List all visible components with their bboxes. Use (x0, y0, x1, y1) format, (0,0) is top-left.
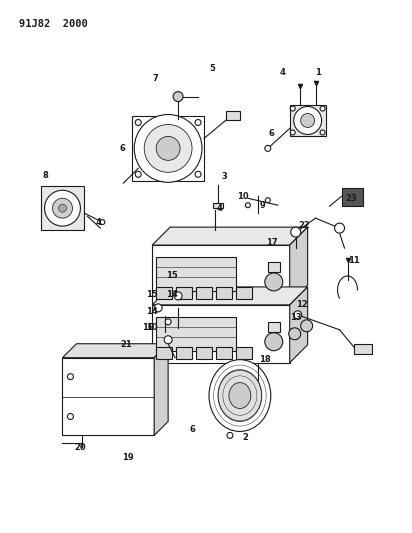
Circle shape (173, 92, 183, 102)
Circle shape (294, 107, 322, 134)
Circle shape (68, 374, 73, 379)
Text: 22: 22 (299, 221, 311, 230)
Circle shape (68, 414, 73, 419)
Circle shape (265, 146, 271, 151)
Circle shape (52, 198, 73, 218)
Circle shape (294, 311, 302, 319)
Text: 16: 16 (142, 324, 154, 332)
Text: 91J82  2000: 91J82 2000 (19, 19, 87, 29)
Text: 14: 14 (146, 308, 158, 317)
Text: 21: 21 (120, 340, 132, 349)
Circle shape (320, 106, 325, 111)
Circle shape (195, 119, 201, 125)
Circle shape (195, 171, 201, 177)
Text: 1: 1 (315, 68, 321, 77)
Circle shape (291, 227, 301, 237)
Bar (63, 358, 154, 435)
Circle shape (134, 115, 202, 182)
Bar (216, 347, 232, 359)
Ellipse shape (218, 370, 262, 422)
Text: 4: 4 (96, 217, 101, 227)
Circle shape (156, 136, 180, 160)
Text: 17: 17 (266, 238, 278, 247)
Circle shape (174, 292, 182, 300)
Bar (342, 188, 363, 206)
Text: 6: 6 (119, 144, 125, 153)
Circle shape (164, 336, 172, 344)
Bar (156, 257, 236, 291)
Polygon shape (63, 344, 168, 358)
Circle shape (144, 125, 192, 172)
Circle shape (135, 119, 141, 125)
Circle shape (100, 220, 105, 224)
Text: 5: 5 (209, 64, 215, 73)
Bar (226, 110, 240, 120)
Text: 3: 3 (221, 172, 227, 181)
Polygon shape (154, 344, 168, 435)
Polygon shape (152, 287, 308, 305)
Text: 15: 15 (166, 271, 178, 280)
Text: 20: 20 (75, 443, 86, 452)
Text: 14: 14 (166, 290, 178, 300)
Text: 12: 12 (296, 301, 307, 309)
Text: 9: 9 (260, 201, 266, 209)
Bar (132, 116, 204, 181)
Circle shape (290, 106, 295, 111)
Bar (176, 287, 192, 299)
Circle shape (265, 333, 283, 351)
Text: 11: 11 (348, 255, 359, 264)
Bar (290, 104, 325, 136)
Text: 7: 7 (152, 74, 158, 83)
Circle shape (320, 130, 325, 135)
Bar (236, 287, 252, 299)
Text: 6: 6 (189, 425, 195, 434)
Bar (152, 305, 290, 362)
Bar (152, 245, 290, 303)
Ellipse shape (229, 383, 251, 408)
Circle shape (135, 171, 141, 177)
Circle shape (44, 190, 80, 226)
Text: 23: 23 (346, 193, 357, 203)
Polygon shape (290, 227, 308, 303)
Circle shape (289, 328, 301, 340)
Bar (236, 347, 252, 359)
Circle shape (246, 203, 250, 208)
Bar (156, 287, 172, 299)
Text: 13: 13 (290, 313, 302, 322)
Circle shape (265, 198, 270, 203)
Circle shape (154, 304, 162, 312)
Bar (268, 262, 280, 272)
Text: 8: 8 (43, 171, 49, 180)
Circle shape (165, 319, 171, 325)
Bar (196, 347, 212, 359)
Circle shape (265, 273, 283, 291)
Text: 6: 6 (269, 129, 275, 138)
Text: 15: 15 (146, 290, 158, 300)
Text: 2: 2 (242, 433, 248, 442)
Text: 4: 4 (280, 68, 286, 77)
Polygon shape (152, 227, 308, 245)
Bar (196, 287, 212, 299)
Circle shape (59, 204, 66, 212)
Circle shape (290, 130, 295, 135)
Text: 19: 19 (122, 453, 134, 462)
Circle shape (227, 432, 233, 439)
Bar (268, 322, 280, 332)
Bar (176, 347, 192, 359)
Circle shape (301, 114, 315, 127)
Text: 10: 10 (237, 192, 249, 201)
Ellipse shape (209, 360, 271, 431)
Circle shape (335, 223, 344, 233)
Bar (213, 203, 223, 208)
Text: 10: 10 (146, 324, 158, 332)
Bar (216, 287, 232, 299)
Polygon shape (290, 287, 308, 362)
Text: 18: 18 (259, 355, 271, 364)
Circle shape (301, 320, 313, 332)
Bar (156, 317, 236, 351)
Bar (156, 347, 172, 359)
Bar (354, 344, 372, 354)
Bar (40, 186, 84, 230)
Text: 4: 4 (217, 204, 223, 213)
